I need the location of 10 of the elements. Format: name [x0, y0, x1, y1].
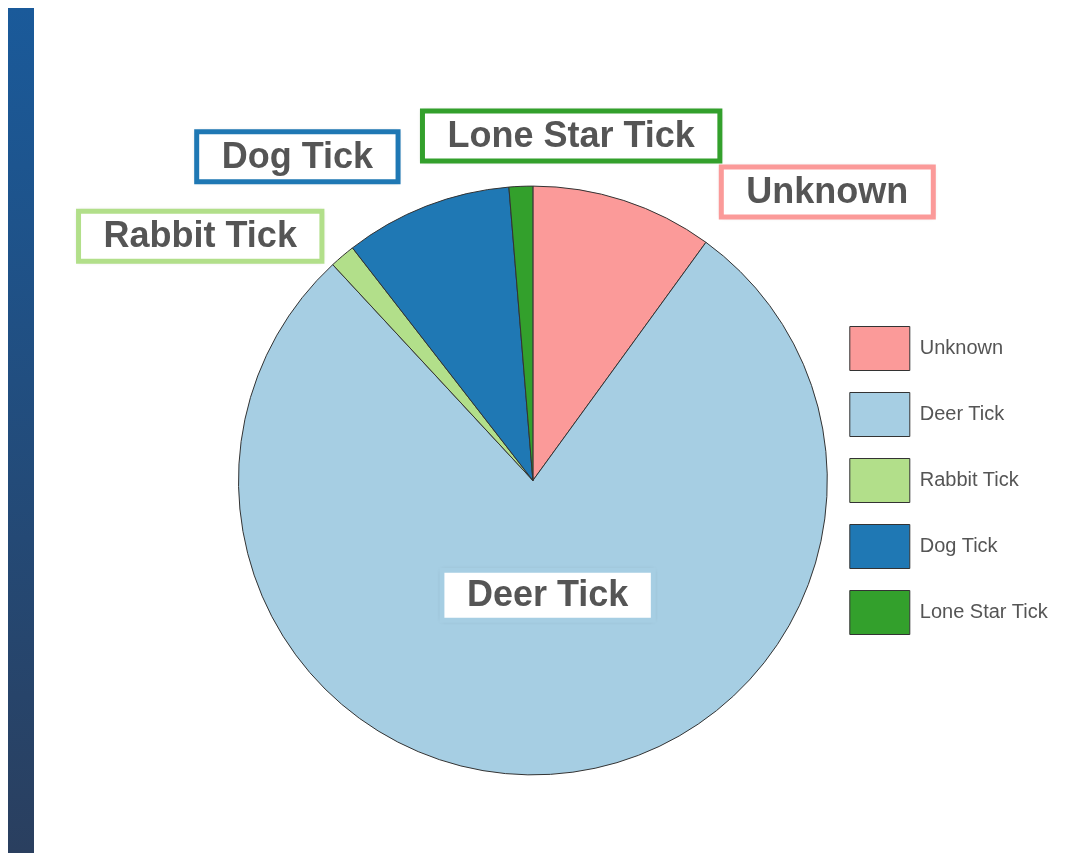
slice-label: Dog Tick	[221, 134, 375, 176]
legend-label: Rabbit Tick	[919, 468, 1020, 491]
slice-label: Lone Star Tick	[447, 113, 696, 155]
legend-label: Deer Tick	[919, 402, 1006, 425]
legend-label: Lone Star Tick	[919, 600, 1049, 623]
legend-label: Unknown	[919, 336, 1004, 359]
legend-label: Dog Tick	[919, 534, 999, 557]
slice-label: Unknown	[746, 169, 909, 211]
slice-label: Deer Tick	[466, 573, 630, 615]
slice-label: Rabbit Tick	[103, 214, 298, 256]
